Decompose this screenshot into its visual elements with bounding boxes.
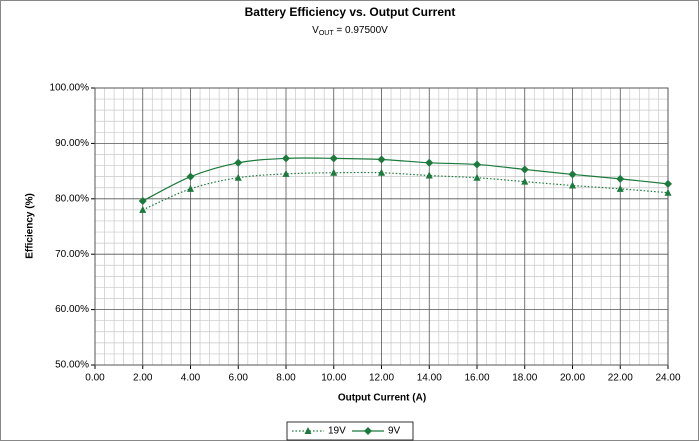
marker bbox=[520, 165, 529, 174]
y-tick-label: 70.00% bbox=[55, 249, 89, 260]
x-tick-label: 12.00 bbox=[369, 373, 394, 384]
marker bbox=[425, 171, 433, 179]
x-tick-label: 14.00 bbox=[417, 373, 442, 384]
marker bbox=[425, 158, 434, 167]
legend-label: 19V bbox=[328, 426, 346, 437]
marker bbox=[234, 173, 242, 181]
subtitle-part: = 0.97500V bbox=[334, 25, 389, 36]
x-tick-label: 16.00 bbox=[464, 373, 489, 384]
x-tick-label: 18.00 bbox=[512, 373, 537, 384]
series-line bbox=[142, 157, 669, 202]
marker bbox=[616, 184, 624, 192]
y-tick-label: 90.00% bbox=[55, 138, 89, 149]
legend: 19V 9V bbox=[286, 421, 414, 441]
x-tick-label: 20.00 bbox=[560, 373, 585, 384]
x-tick-label: 0.00 bbox=[85, 373, 105, 384]
marker bbox=[473, 173, 481, 181]
marker bbox=[378, 168, 385, 176]
y-axis-title: Efficiency (%) bbox=[25, 193, 36, 259]
marker bbox=[282, 169, 290, 177]
marker bbox=[664, 188, 672, 196]
x-tick-label: 24.00 bbox=[655, 373, 680, 384]
subtitle-sub: OUT bbox=[319, 30, 335, 37]
x-axis-title: Output Current (A) bbox=[338, 393, 426, 404]
plot-border bbox=[94, 87, 669, 366]
x-tick-label: 10.00 bbox=[321, 373, 346, 384]
legend-label: 9V bbox=[388, 426, 401, 437]
marker bbox=[186, 172, 195, 181]
subtitle-part: V bbox=[312, 25, 319, 36]
marker bbox=[234, 158, 243, 167]
marker bbox=[304, 427, 312, 434]
marker bbox=[330, 168, 338, 176]
chart-title: Battery Efficiency vs. Output Current bbox=[245, 5, 456, 19]
x-tick-label: 4.00 bbox=[181, 373, 201, 384]
marker bbox=[187, 184, 194, 192]
marker bbox=[282, 154, 290, 163]
y-tick-label: 80.00% bbox=[55, 193, 89, 204]
marker bbox=[473, 160, 481, 169]
marker bbox=[616, 174, 625, 183]
x-tick-label: 2.00 bbox=[133, 373, 153, 384]
marker bbox=[569, 181, 576, 189]
marker bbox=[364, 427, 372, 435]
marker bbox=[138, 197, 147, 206]
marker bbox=[377, 155, 386, 164]
y-tick-label: 100.00% bbox=[50, 83, 90, 94]
marker bbox=[139, 205, 147, 213]
chart-subtitle: VOUT = 0.97500V bbox=[312, 25, 388, 37]
marker bbox=[568, 170, 577, 179]
x-tick-label: 22.00 bbox=[608, 373, 633, 384]
x-tick-label: 8.00 bbox=[276, 373, 296, 384]
x-tick-label: 6.00 bbox=[229, 373, 249, 384]
marker bbox=[329, 154, 338, 163]
legend-box bbox=[286, 421, 414, 441]
marker bbox=[664, 179, 672, 188]
y-tick-label: 50.00% bbox=[55, 360, 89, 371]
marker bbox=[521, 177, 529, 185]
y-tick-label: 60.00% bbox=[55, 304, 89, 315]
